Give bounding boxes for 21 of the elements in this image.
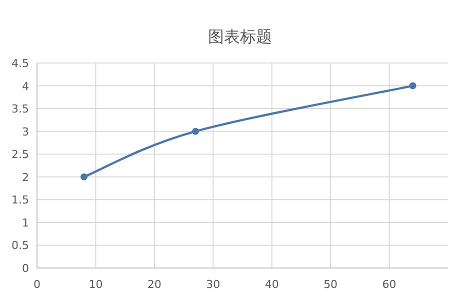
point [192, 128, 200, 135]
x-tick-label: 50 [324, 278, 338, 291]
x-tick-label: 20 [147, 278, 162, 291]
x-tick-label: 30 [206, 278, 220, 291]
x-tick-label: 40 [264, 278, 279, 291]
y-tick-label: 4.5 [12, 57, 29, 70]
point [409, 82, 416, 90]
y-tick-label: 0 [22, 262, 29, 275]
point [80, 173, 88, 180]
x-tick-label: 60 [382, 278, 396, 291]
y-tick-label: 3.5 [12, 102, 29, 116]
x-tick-label: 0 [34, 278, 40, 291]
x-tick-label: 10 [88, 278, 103, 291]
y-tick-label: 3 [22, 125, 29, 138]
y-tick-label: 1.5 [12, 194, 29, 207]
y-tick-label: 0.5 [12, 239, 29, 252]
chart-title: 图表标题 [208, 27, 272, 46]
y-tick-label: 2 [22, 170, 29, 184]
y-tick-label: 2.5 [12, 148, 29, 162]
y-tick-label: 1 [22, 216, 29, 230]
y-tick-label: 4 [22, 80, 29, 93]
